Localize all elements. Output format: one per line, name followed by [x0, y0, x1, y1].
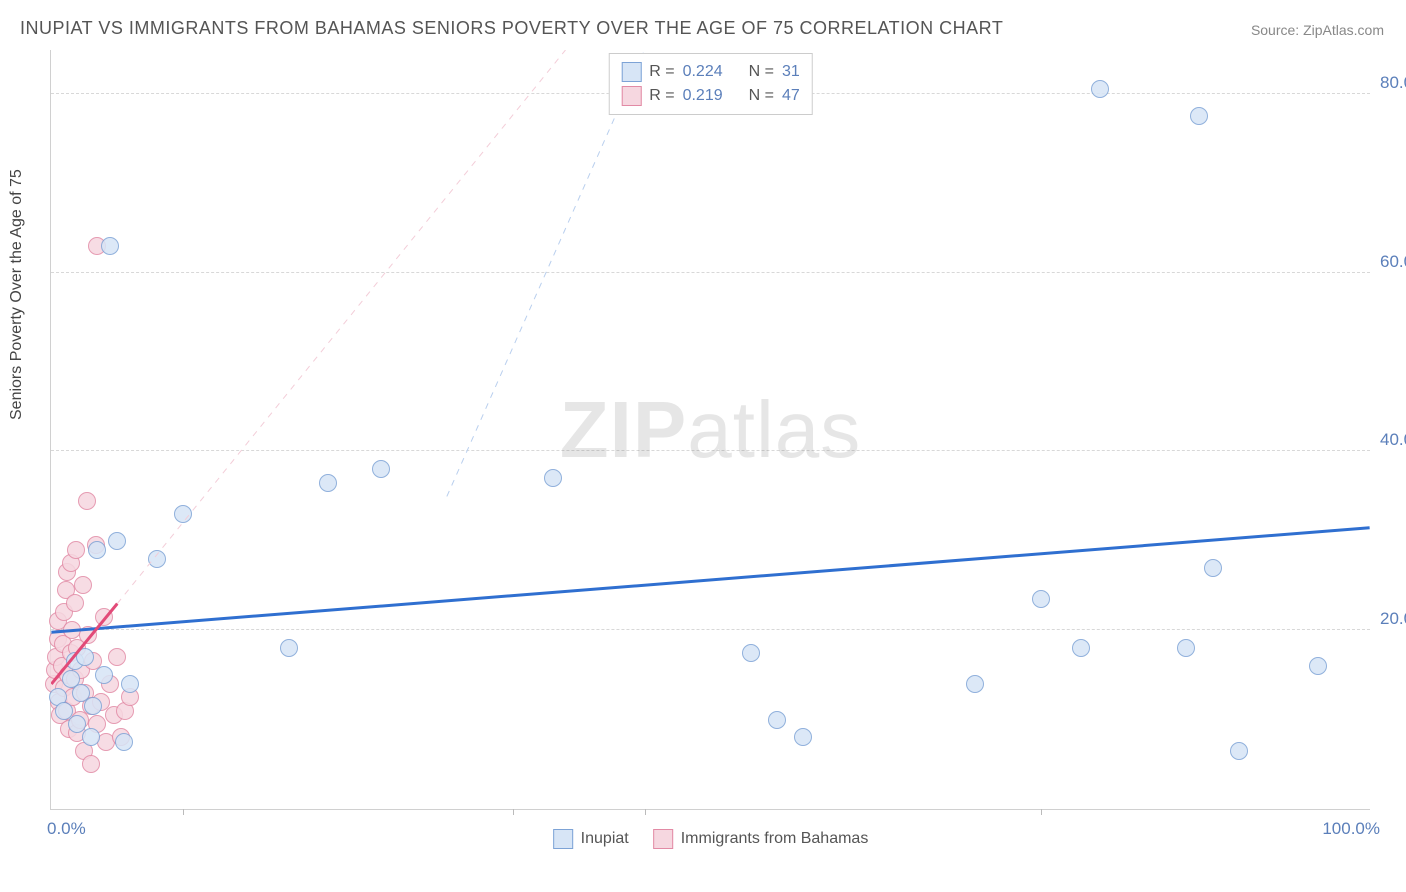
scatter-point [174, 505, 192, 523]
scatter-point [1072, 639, 1090, 657]
r-prefix-1: R = [649, 87, 674, 105]
scatter-point [1309, 657, 1327, 675]
legend-stats-row-0: R = 0.224 N = 31 [621, 60, 800, 84]
scatter-point [319, 474, 337, 492]
scatter-point [794, 728, 812, 746]
scatter-point [82, 728, 100, 746]
scatter-point [84, 697, 102, 715]
n-prefix-0: N = [749, 63, 774, 81]
x-minor-tick [1041, 809, 1042, 815]
n-prefix-1: N = [749, 87, 774, 105]
scatter-point [108, 648, 126, 666]
scatter-point [1204, 559, 1222, 577]
scatter-point [88, 541, 106, 559]
gridline-h [51, 450, 1370, 451]
legend-swatch-1 [621, 86, 641, 106]
legend-label-0: Inupiat [581, 830, 629, 848]
legend-stats: R = 0.224 N = 31 R = 0.219 N = 47 [608, 53, 813, 115]
n-value-1: 47 [782, 87, 800, 105]
watermark-zip: ZIP [560, 385, 687, 474]
scatter-point [1177, 639, 1195, 657]
y-tick-label: 80.0% [1380, 73, 1406, 93]
legend-series: Inupiat Immigrants from Bahamas [553, 829, 869, 849]
y-tick-label: 60.0% [1380, 252, 1406, 272]
chart-container: INUPIAT VS IMMIGRANTS FROM BAHAMAS SENIO… [0, 0, 1406, 892]
scatter-point [121, 675, 139, 693]
x-tick-max: 100.0% [1322, 819, 1380, 839]
scatter-point [1032, 590, 1050, 608]
scatter-point [67, 541, 85, 559]
x-minor-tick [513, 809, 514, 815]
trend-lines-svg [51, 50, 1370, 809]
scatter-point [76, 648, 94, 666]
source-prefix: Source: [1251, 22, 1303, 38]
chart-source: Source: ZipAtlas.com [1251, 22, 1384, 38]
scatter-point [742, 644, 760, 662]
scatter-point [74, 576, 92, 594]
n-value-0: 31 [782, 63, 800, 81]
scatter-point [82, 755, 100, 773]
scatter-point [1091, 80, 1109, 98]
legend-label-1: Immigrants from Bahamas [681, 830, 869, 848]
gridline-h [51, 272, 1370, 273]
r-prefix-0: R = [649, 63, 674, 81]
y-tick-label: 40.0% [1380, 430, 1406, 450]
scatter-point [108, 532, 126, 550]
scatter-point [372, 460, 390, 478]
source-link[interactable]: ZipAtlas.com [1303, 22, 1384, 38]
scatter-point [101, 237, 119, 255]
y-axis-label: Seniors Poverty Over the Age of 75 [8, 169, 26, 420]
legend-swatch-b0 [553, 829, 573, 849]
x-minor-tick [183, 809, 184, 815]
r-value-1: 0.219 [683, 87, 723, 105]
scatter-point [95, 608, 113, 626]
scatter-point [95, 666, 113, 684]
r-value-0: 0.224 [683, 63, 723, 81]
y-tick-label: 20.0% [1380, 609, 1406, 629]
scatter-point [966, 675, 984, 693]
scatter-point [544, 469, 562, 487]
scatter-point [1190, 107, 1208, 125]
scatter-point [66, 594, 84, 612]
scatter-point [115, 733, 133, 751]
legend-swatch-b1 [653, 829, 673, 849]
chart-title: INUPIAT VS IMMIGRANTS FROM BAHAMAS SENIO… [20, 18, 1003, 39]
scatter-point [78, 492, 96, 510]
scatter-point [79, 626, 97, 644]
gridline-h [51, 629, 1370, 630]
legend-item-0: Inupiat [553, 829, 629, 849]
scatter-point [1230, 742, 1248, 760]
legend-swatch-0 [621, 62, 641, 82]
x-minor-tick [645, 809, 646, 815]
watermark-atlas: atlas [687, 385, 861, 474]
x-tick-min: 0.0% [47, 819, 86, 839]
legend-item-1: Immigrants from Bahamas [653, 829, 869, 849]
scatter-point [768, 711, 786, 729]
plot-area: ZIPatlas R = 0.224 N = 31 R = 0.219 N = … [50, 50, 1370, 810]
watermark: ZIPatlas [560, 384, 861, 476]
scatter-point [280, 639, 298, 657]
legend-stats-row-1: R = 0.219 N = 47 [621, 84, 800, 108]
scatter-point [148, 550, 166, 568]
